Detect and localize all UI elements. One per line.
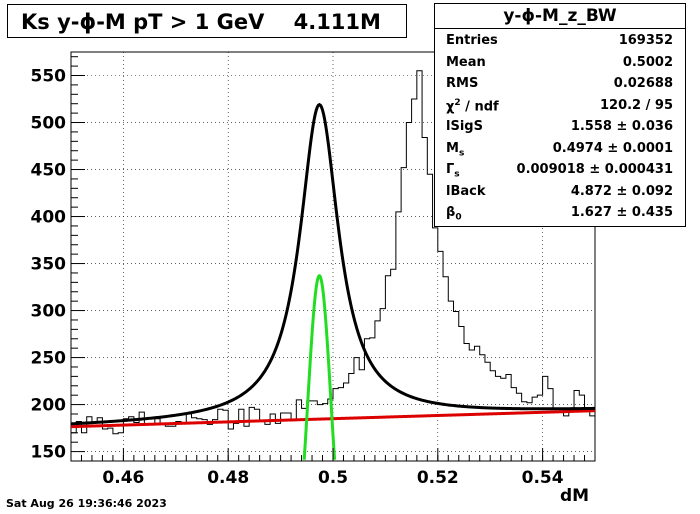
stats-key: lBack bbox=[446, 183, 486, 199]
x-tick-label: 0.54 bbox=[522, 468, 564, 488]
total-fit-line bbox=[70, 102, 596, 426]
stats-title: y-ϕ-M_z_BW bbox=[435, 4, 685, 29]
stats-value: 0.02688 bbox=[613, 76, 673, 91]
y-tick-label: 300 bbox=[31, 302, 67, 322]
x-tick-label: 0.46 bbox=[102, 468, 144, 488]
stats-value: 0.4974 ± 0.0001 bbox=[552, 140, 673, 156]
x-tick-label: 0.52 bbox=[417, 468, 459, 488]
stats-key: lSigS bbox=[446, 119, 483, 134]
stats-row-lback: lBack 4.872 ± 0.092 bbox=[435, 180, 685, 202]
y-tick-label: 400 bbox=[31, 208, 67, 228]
stats-row-gamma: Γs 0.009018 ± 0.000431 bbox=[435, 158, 685, 180]
stats-value: 1.627 ± 0.435 bbox=[570, 205, 673, 220]
stats-value: 169352 bbox=[618, 33, 673, 48]
histogram-outline bbox=[71, 70, 595, 435]
stats-key: Mean bbox=[446, 54, 486, 70]
stats-key-ms: Ms bbox=[446, 140, 465, 159]
fit-curves bbox=[70, 102, 596, 460]
y-tick-label: 150 bbox=[31, 443, 67, 463]
stats-key-beta: β0 bbox=[446, 205, 462, 223]
stats-value: 1.558 ± 0.036 bbox=[570, 119, 673, 134]
stats-row-mean: Mean 0.5002 bbox=[435, 51, 685, 73]
stats-value: 0.009018 ± 0.000431 bbox=[516, 162, 673, 177]
datestamp: Sat Aug 26 19:36:46 2023 bbox=[6, 497, 167, 510]
stats-row-rms: RMS 0.02688 bbox=[435, 72, 685, 94]
chart-title: Ks y-ϕ-M pT > 1 GeV 4.111M bbox=[7, 4, 407, 38]
stats-value: 4.872 ± 0.092 bbox=[570, 183, 673, 199]
y-tick-label: 250 bbox=[31, 349, 67, 369]
y-tick-label: 350 bbox=[31, 255, 67, 275]
stats-row-beta: β0 1.627 ± 0.435 bbox=[435, 201, 685, 223]
stats-value: 120.2 / 95 bbox=[599, 97, 673, 113]
stats-key-chi2: χ2 / ndf bbox=[446, 97, 499, 114]
stats-row-lsigs: lSigS 1.558 ± 0.036 bbox=[435, 115, 685, 137]
y-tick-label: 450 bbox=[31, 161, 67, 181]
x-axis-label: dM bbox=[560, 486, 590, 506]
y-tick-label: 550 bbox=[31, 67, 67, 87]
stats-value: 0.5002 bbox=[622, 54, 673, 70]
stats-key: RMS bbox=[446, 76, 479, 91]
histogram bbox=[71, 70, 595, 435]
stats-key: Entries bbox=[446, 33, 498, 48]
axes: 150 200 250 300 350 400 450 500 550 0.46 0.48 0.5 0.… bbox=[31, 56, 596, 488]
stats-row-chi2: χ2 / ndf 120.2 / 95 bbox=[435, 94, 685, 116]
stats-key-gamma: Γs bbox=[446, 162, 460, 180]
stats-row-ms: Ms 0.4974 ± 0.0001 bbox=[435, 137, 685, 159]
y-tick-label: 200 bbox=[31, 396, 67, 416]
y-tick-label: 500 bbox=[31, 114, 67, 134]
stats-box: y-ϕ-M_z_BW Entries 169352 Mean 0.5002 RM… bbox=[434, 3, 686, 227]
x-tick-label: 0.5 bbox=[318, 468, 348, 488]
x-tick-label: 0.48 bbox=[207, 468, 249, 488]
stats-row-entries: Entries 169352 bbox=[435, 29, 685, 51]
signal-fit-line bbox=[302, 274, 337, 460]
